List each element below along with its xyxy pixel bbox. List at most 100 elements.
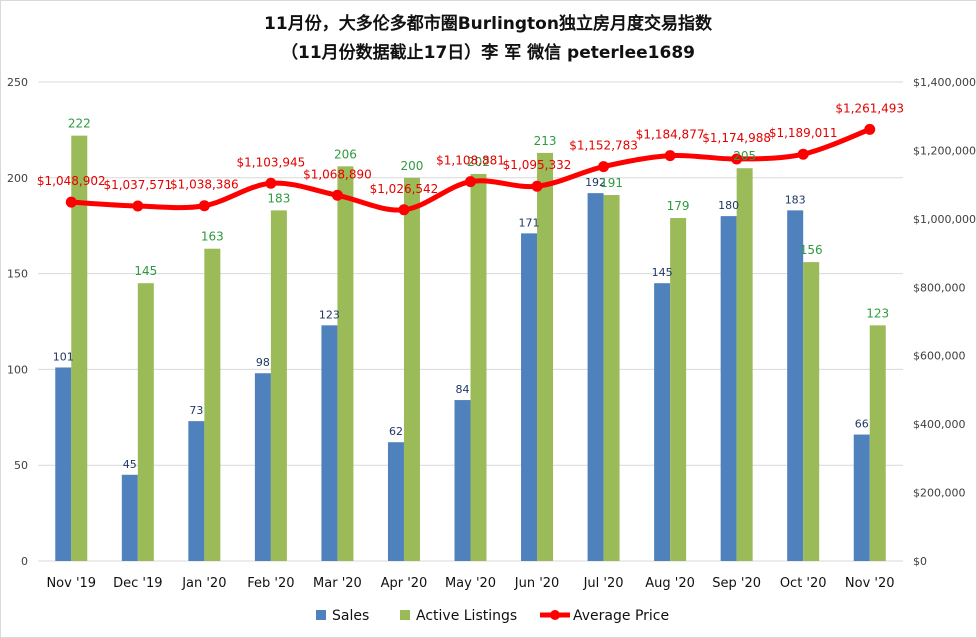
x-tick-label: Apr '20: [381, 576, 428, 591]
y-right-tick-label: $1,000,000: [913, 213, 976, 226]
active-listings-data-label: 202: [467, 155, 490, 169]
average-price-data-label: $1,103,945: [237, 155, 306, 169]
sales-data-label: 145: [652, 266, 673, 279]
chart-title-line-2: （11月份数据截止17日）李 军 微信 peterlee1689: [281, 42, 695, 63]
y-left-tick-label: 250: [7, 76, 28, 89]
average-price-data-label: $1,184,877: [636, 128, 705, 142]
active-listings-bar: [337, 166, 354, 561]
average-price-point: [531, 180, 543, 192]
category-labels: Nov '19 Dec '19 Jan '20 Feb '20 Mar '20 Apr '…: [46, 576, 894, 591]
sales-data-label: 62: [389, 425, 403, 438]
average-price-data-label: $1,261,493: [835, 101, 904, 115]
y-left-tick-label: 0: [21, 555, 28, 568]
legend-label-sales: Sales: [332, 608, 369, 624]
legend-label-active-listings: Active Listings: [416, 608, 517, 624]
active-listings-data-label: 206: [334, 147, 357, 161]
average-price-point: [398, 204, 410, 216]
x-tick-label: Aug '20: [645, 576, 695, 591]
y-left-tick-label: 100: [7, 363, 28, 376]
y-right-tick-label: $0: [913, 555, 927, 568]
active-listings-bar: [736, 168, 753, 561]
data-labels: 101 222 45 145 73 163 98 183 123 206 62 200 84 202 171…: [37, 101, 904, 470]
active-listings-bar: [137, 283, 154, 561]
average-price-point: [797, 148, 809, 160]
y-right-tick-label: $800,000: [913, 281, 966, 294]
legend-label-average-price: Average Price: [573, 608, 669, 624]
average-price-data-label: $1,037,571: [103, 178, 172, 192]
active-listings-bar: [803, 262, 820, 561]
active-listings-data-label: 222: [68, 117, 91, 131]
sales-data-label: 84: [456, 383, 470, 396]
average-price-point: [598, 161, 610, 173]
active-listings-bar: [603, 195, 620, 561]
active-listings-data-label: 191: [600, 176, 623, 190]
sales-bar: [121, 474, 138, 561]
active-listings-data-label: 145: [134, 264, 157, 278]
legend-swatch-active-listings: [400, 610, 410, 620]
active-listings-data-label: 163: [201, 230, 224, 244]
y-right-tick-label: $1,400,000: [913, 76, 976, 89]
y-right-tick-label: $400,000: [913, 418, 966, 431]
average-price-data-label: $1,038,386: [170, 178, 239, 192]
average-price-data-label: $1,174,988: [702, 131, 771, 145]
y-left-tick-label: 200: [7, 172, 28, 185]
sales-data-label: 73: [189, 404, 203, 417]
x-tick-label: Nov '20: [845, 576, 895, 591]
active-listings-data-label: 213: [534, 134, 557, 148]
sales-data-label: 171: [519, 216, 540, 229]
average-price-data-label: $1,095,332: [503, 158, 572, 172]
sales-bar: [321, 325, 338, 561]
sales-data-label: 66: [855, 418, 869, 431]
sales-data-label: 45: [123, 458, 137, 471]
average-price-point: [331, 189, 343, 201]
sales-bar: [720, 216, 737, 561]
average-price-point: [465, 176, 476, 188]
x-tick-label: Oct '20: [780, 576, 827, 591]
active-listings-bar: [670, 218, 687, 561]
x-tick-label: May '20: [445, 576, 496, 591]
x-tick-label: Mar '20: [313, 576, 362, 591]
y-left-tick-label: 150: [7, 268, 28, 281]
average-price-point: [664, 150, 676, 162]
average-price-point: [265, 177, 277, 189]
legend-swatch-sales: [316, 610, 326, 620]
active-listings-bar: [403, 177, 420, 562]
sales-bar: [188, 421, 205, 561]
active-listings-data-label: 205: [733, 149, 756, 163]
active-listings-bar: [470, 173, 487, 561]
average-price-data-label: $1,026,542: [370, 182, 439, 196]
active-listings-data-label: 183: [267, 191, 290, 205]
sales-bar: [55, 367, 72, 561]
sales-bar: [787, 210, 804, 561]
active-listings-data-label: 123: [866, 306, 889, 320]
average-price-data-label: $1,108,881: [436, 154, 505, 168]
sales-bar: [521, 233, 538, 561]
price-line: [65, 123, 876, 216]
x-tick-label: Nov '19: [46, 576, 96, 591]
average-price-data-label: $1,152,783: [569, 139, 638, 153]
bars: [55, 135, 886, 562]
average-price-point: [864, 123, 876, 135]
x-tick-label: Feb '20: [247, 576, 294, 591]
sales-bar: [654, 283, 671, 561]
average-price-point: [65, 196, 77, 208]
x-tick-label: Jun '20: [514, 576, 560, 591]
sales-data-label: 192: [585, 176, 606, 189]
y-right-tick-label: $1,200,000: [913, 144, 976, 157]
average-price-point: [731, 153, 743, 165]
x-tick-label: Dec '19: [113, 576, 162, 591]
x-tick-label: Jul '20: [583, 576, 624, 591]
active-listings-bar: [71, 135, 88, 561]
active-listings-data-label: 200: [401, 159, 424, 173]
y-right-tick-label: $600,000: [913, 350, 966, 363]
sales-data-label: 101: [53, 350, 74, 363]
average-price-point: [198, 200, 210, 212]
average-price-data-label: $1,068,890: [303, 167, 372, 181]
sales-bar: [587, 193, 604, 562]
legend: Sales Active Listings Average Price: [316, 608, 669, 624]
average-price-data-label: $1,189,011: [769, 126, 838, 140]
y-right-tick-label: $200,000: [913, 487, 966, 500]
sales-data-label: 183: [785, 193, 806, 206]
average-price-data-label: $1,048,902: [37, 174, 106, 188]
